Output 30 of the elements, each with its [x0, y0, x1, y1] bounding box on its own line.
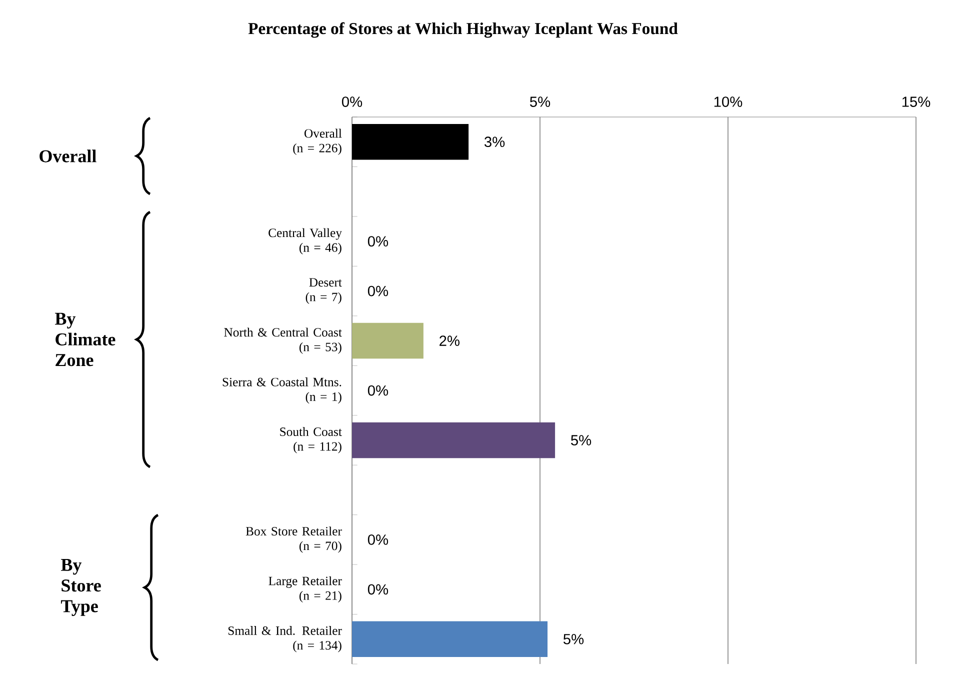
data-label: 0%	[368, 286, 388, 296]
bar	[352, 621, 548, 658]
text: By Store Type	[60, 558, 101, 616]
text: By Climate Zone	[55, 312, 116, 366]
data-label: 3%	[484, 136, 505, 148]
data-label: 0%	[368, 534, 388, 545]
data-label: 5%	[563, 634, 584, 644]
x-tick-label: 15%	[902, 96, 930, 107]
x-tick-label: 10%	[714, 96, 742, 107]
bar	[352, 422, 556, 458]
x-tick-label: 5%	[530, 96, 550, 107]
bar	[352, 124, 469, 160]
data-label: 5%	[571, 435, 592, 446]
data-label: 0%	[368, 236, 388, 247]
chart-title: Percentage of Stores at Which Highway Iceplant Was Found	[248, 22, 678, 38]
y-tick-label: Desert (n = 7)	[306, 278, 342, 304]
y-tick-label: Sierra & Coastal Mtns. (n = 1)	[222, 377, 342, 404]
y-tick-label: Box Store Retailer (n = 70)	[246, 526, 342, 553]
y-tick-label: Large Retailer (n = 21)	[268, 576, 342, 602]
data-label: 2%	[440, 336, 460, 346]
y-tick-label: Small & Ind. Retailer (n = 134)	[228, 626, 342, 652]
y-tick-label: Central Valley (n = 46)	[268, 228, 342, 254]
y-tick-label: South Coast (n = 112)	[280, 427, 342, 454]
text: Overall	[40, 150, 96, 162]
bar	[352, 322, 424, 359]
y-tick-label: North & Central Coast (n = 53)	[224, 328, 342, 354]
data-label: 0%	[368, 584, 388, 595]
data-label: 0%	[368, 385, 388, 396]
x-tick-label: 0%	[342, 96, 362, 107]
y-tick-label: Overall (n = 226)	[293, 128, 342, 155]
